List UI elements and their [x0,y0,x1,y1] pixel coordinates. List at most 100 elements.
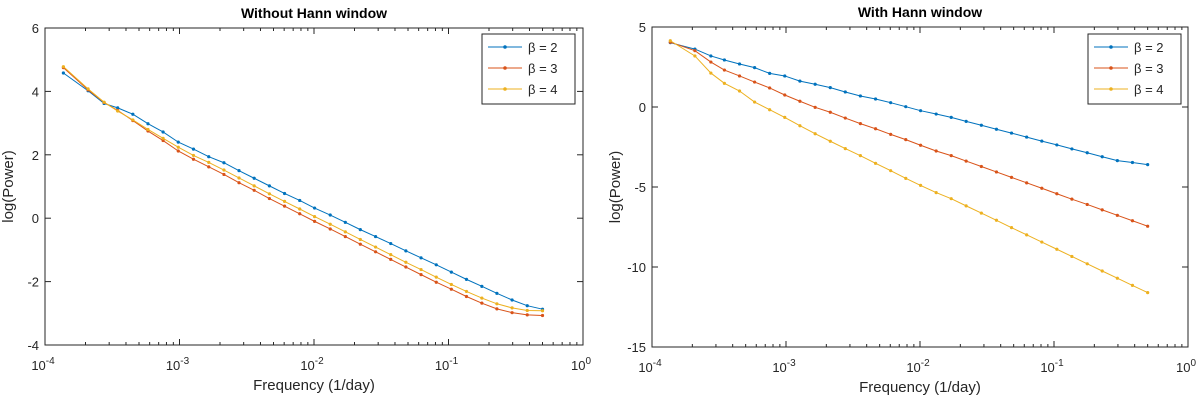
data-point [116,109,120,113]
data-point [389,241,393,246]
data-point [979,123,983,127]
series-line [63,72,543,310]
x-tick-label: 10-3 [772,358,796,375]
data-point [858,122,862,126]
data-point [480,301,484,305]
data-point [464,289,469,294]
data-point [949,197,953,201]
data-point [222,168,226,172]
data-point [828,139,832,143]
x-tick-label: 10-3 [166,356,190,373]
data-point [768,86,772,90]
data-point [510,298,514,302]
series-line [670,41,1148,227]
data-point [1070,197,1074,201]
x-tick-exponent: -1 [449,356,458,367]
data-point [1130,283,1135,287]
x-tick-exponent: -3 [180,356,189,367]
series-beta-4 [61,65,545,313]
legend-marker [1109,45,1113,49]
data-point [1115,276,1119,280]
data-point [434,263,438,267]
data-point [1100,269,1104,273]
data-point [191,153,196,158]
data-point [858,154,862,158]
x-tick-exponent: -2 [315,356,324,367]
data-point [131,112,135,116]
data-point [419,256,423,260]
x-tick-exponent: -3 [787,358,796,369]
y-tick-label: -10 [627,260,646,275]
y-tick-label: -4 [27,338,39,353]
data-point [889,132,893,136]
data-point [934,149,938,153]
y-tick-label: 2 [32,148,39,163]
x-tick-exponent: 0 [585,356,591,367]
data-point [858,94,862,98]
data-point [282,199,287,203]
data-point [1055,143,1059,147]
x-tick-base: 10 [31,358,45,373]
data-point [480,296,484,300]
data-point [1146,291,1150,295]
data-point [1130,219,1135,223]
data-point [813,82,817,86]
data-point [709,60,713,64]
data-point [994,218,999,222]
y-tick-label: 0 [639,100,646,115]
series-beta-2 [668,41,1150,167]
legend-label: β = 2 [528,40,558,55]
data-point [904,176,908,180]
x-tick-label: 10-2 [906,358,930,375]
x-tick-base: 10 [1040,360,1054,375]
x-tick-label: 10-4 [31,356,55,373]
data-point [783,93,787,97]
data-point [783,74,787,78]
x-tick-exponent: 0 [1190,358,1196,369]
data-point [1055,192,1059,196]
x-axis-label: Frequency (1/day) [253,377,375,394]
data-point [464,294,469,299]
data-point [146,122,150,126]
data-point [191,157,196,161]
data-point [207,160,211,165]
data-point [237,181,241,185]
data-point [979,211,983,215]
data-point [61,65,65,69]
data-point [191,147,196,151]
x-tick-label: 10-1 [1040,358,1064,375]
series-beta-3 [61,66,545,318]
series-beta-4 [668,39,1150,295]
data-point [693,49,697,53]
data-point [798,99,802,103]
data-point [1085,202,1089,207]
data-point [752,80,757,84]
data-point [813,132,817,136]
data-point [373,245,378,249]
data-point [298,198,302,203]
data-point [207,165,211,169]
x-tick-base: 10 [1176,360,1190,375]
data-point [693,54,697,58]
legend-marker [503,45,507,49]
data-point [222,172,226,177]
data-point [419,267,423,272]
data-point [358,228,362,232]
data-point [889,101,893,105]
x-tick-exponent: -2 [921,358,930,369]
data-point [161,138,165,143]
data-point [889,169,893,173]
data-point [540,313,545,318]
legend-label: β = 2 [1134,40,1164,55]
data-point [843,116,847,120]
data-point [709,54,713,58]
y-tick-label: -2 [27,275,39,290]
y-tick-label: 5 [639,20,646,35]
data-point [828,110,832,114]
data-point [1009,226,1014,230]
data-point [722,68,727,72]
data-point [1040,186,1044,190]
data-point [994,170,999,174]
data-point [237,176,241,180]
